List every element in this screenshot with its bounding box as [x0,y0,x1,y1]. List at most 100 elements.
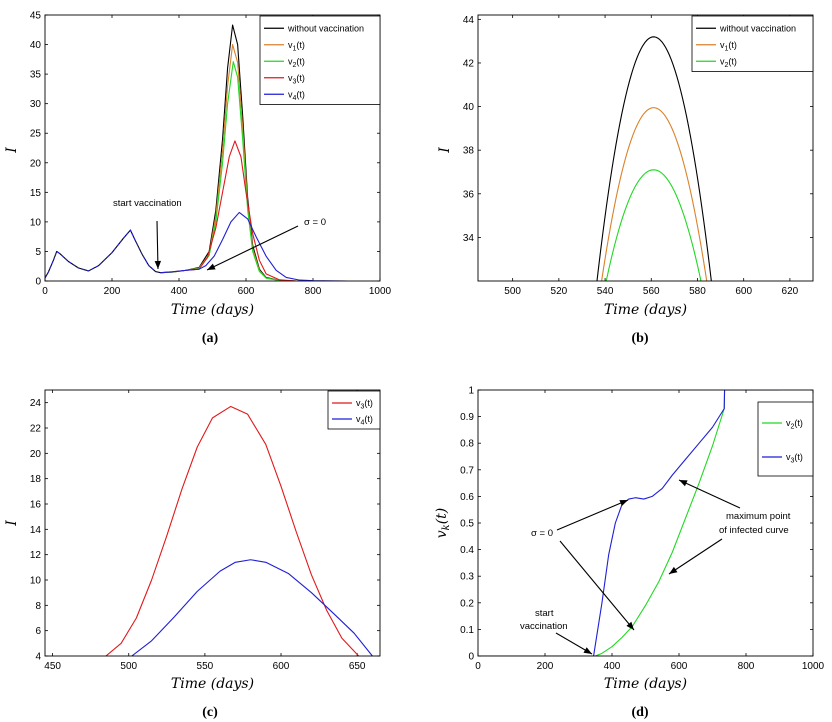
legend: v3(t) v4(t) [327,390,381,430]
panel-label: (b) [631,331,648,346]
x-tick-label: 200 [537,661,554,672]
arrow-head [154,260,162,269]
panel-b: 500 520 540 560 580 600 620 34 36 38 40 42 44 Time (d… [437,14,814,346]
annotation-arrow [678,479,741,509]
x-tick-label: 620 [782,286,799,297]
y-tick-label: 0.2 [460,598,474,609]
x-tick-label: 0 [475,661,481,672]
y-tick-label: 38 [463,146,475,157]
panel-d: 0 200 400 600 800 1000 0 0.1 0.2 0.3 0.4 0.5 0.6 0.7 0… [434,386,825,721]
y-tick-label: 0.3 [460,572,474,583]
legend-box [757,401,814,477]
x-tick-label: 600 [671,661,688,672]
y-tick-label: 34 [463,233,475,244]
x-tick-label: 520 [551,286,568,297]
y-axis-label: I [4,147,20,154]
x-tick-label: 0 [42,286,48,297]
x-tick-label: 500 [504,286,521,297]
series-line [596,36,712,281]
x-tick-label: 500 [120,661,137,672]
series-line [105,405,360,656]
x-tick-label: 450 [44,661,61,672]
annotation-start: start [535,608,554,619]
arrow-shaft [556,499,629,531]
axis-ticks: 0 200 400 600 800 1000 0 0.1 0.2 0.3 0.4 0.5 0.6 0.7 0… [460,386,824,673]
x-tick-label: 650 [349,661,366,672]
legend-label: v2(t) [288,56,305,69]
legend-label: v3(t) [356,398,373,411]
y-tick-label: 0.7 [460,465,474,476]
panel-label: (d) [631,705,648,720]
series-line [605,169,702,281]
y-tick-label: 22 [30,424,42,435]
x-tick-label: 580 [689,286,706,297]
y-tick-label: 4 [35,652,41,663]
series-line [478,390,780,656]
plot-frame [44,389,381,657]
annotation-arrow [154,220,162,270]
arrow-head [619,500,628,507]
y-tick-label: 20 [30,158,42,169]
y-axis-label: I [437,147,453,154]
series-line [601,107,708,281]
legend-label: v1(t) [720,40,737,53]
annotation-start-vaccination: start vaccination [113,198,182,209]
y-tick-label: 42 [463,58,475,69]
y-tick-label: 8 [35,601,41,612]
arrow-shaft [559,540,635,631]
arrow-head [669,566,678,574]
legend-label: v4(t) [356,414,373,427]
x-tick-label: 200 [104,286,121,297]
x-tick-label: 800 [738,661,755,672]
y-tick-label: 0.6 [460,492,474,503]
annotation-maximum-point: maximum point [726,511,791,522]
series-line [160,211,347,281]
legend-box [691,15,814,72]
legend-label: without vaccination [719,23,796,33]
y-tick-label: 15 [30,188,42,199]
arrow-shaft [678,479,741,509]
series-line [478,390,780,656]
y-tick-label: 36 [463,189,475,200]
y-tick-label: 0 [468,652,474,663]
plot-frame [477,389,814,657]
arrow-shaft [206,225,299,271]
y-tick-label: 0.4 [460,545,474,556]
legend: v2(t) v3(t) [757,401,814,477]
axis-ticks: 0 200 400 600 800 1000 0 5 10 15 20 25 30 35 40 45 [30,11,392,298]
x-tick-label: 540 [597,286,614,297]
legend-label: v3(t) [288,73,305,86]
legend: without vaccination v1(t) v2(t) [691,15,814,72]
y-tick-label: 0.9 [460,412,474,423]
x-tick-label: 550 [197,661,214,672]
y-tick-label: 0 [35,277,41,288]
legend: without vaccination v1(t) v2(t) v3(t) v4(t) [259,15,381,105]
plot-frame [44,14,381,282]
y-tick-label: 20 [30,449,42,460]
arrow-shaft [156,220,159,270]
x-tick-label: 1000 [369,286,392,297]
annotation-arrow [668,538,723,575]
axis-ticks: 500 520 540 560 580 600 620 34 36 38 40 42 44 [463,15,813,297]
y-tick-label: 16 [30,500,42,511]
x-tick-label: 400 [171,286,188,297]
legend-label: v2(t) [786,418,803,431]
panel-label: (a) [202,331,219,346]
y-tick-label: 24 [30,398,42,409]
annotation-arrow [556,499,629,531]
annotation-vaccination: vaccination [520,621,568,632]
x-tick-label: 560 [643,286,660,297]
y-tick-label: 0.8 [460,439,474,450]
x-axis-label: Time (days) [604,302,687,318]
y-tick-label: 6 [35,626,41,637]
annotation-sigma-zero: σ = 0 [531,528,553,539]
x-tick-label: 600 [238,286,255,297]
y-tick-label: 25 [30,129,42,140]
panel-a: 0 200 400 600 800 1000 0 5 10 15 20 25 30 35 40 45 Time … [4,11,392,347]
x-axis-label: Time (days) [171,302,254,318]
x-tick-label: 600 [735,286,752,297]
x-axis-label: Time (days) [171,676,254,692]
x-tick-label: 800 [305,286,322,297]
arrow-head [207,263,216,270]
